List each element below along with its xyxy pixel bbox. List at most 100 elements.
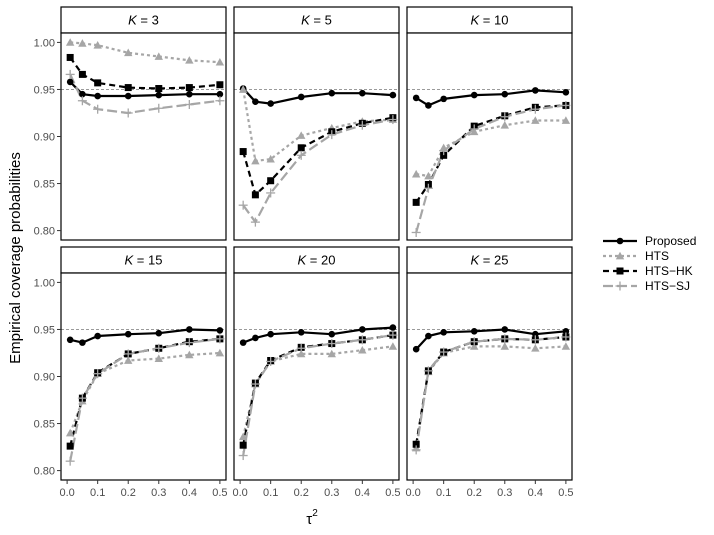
panel-border <box>233 272 400 481</box>
panel-background <box>234 273 399 480</box>
panel-strip <box>60 246 227 274</box>
panel-strip <box>233 6 400 34</box>
x-tick-label: 0.0 <box>405 487 420 499</box>
x-axis-title-group: τ2 <box>306 508 318 528</box>
panel-border <box>406 32 573 241</box>
point-proposed <box>440 95 447 103</box>
x-tick-label: 0.0 <box>232 487 247 499</box>
point-htshk <box>239 148 247 156</box>
point-htshk <box>66 53 74 61</box>
point-hts <box>531 116 540 124</box>
point-htssj <box>500 112 510 122</box>
point-hts <box>500 121 509 129</box>
point-proposed <box>501 90 509 98</box>
point-htssj <box>530 335 540 345</box>
y-tick-label: 0.95 <box>34 84 55 96</box>
point-hts <box>78 39 87 47</box>
point-htssj <box>154 103 164 113</box>
point-hts <box>358 345 367 354</box>
point-hts <box>388 342 398 350</box>
point-htshk <box>239 441 247 449</box>
panel-strip-label: K = 5 <box>301 13 332 28</box>
x-tick-label: 0.5 <box>385 487 400 499</box>
panel-strip-k: K <box>128 13 138 28</box>
point-hts <box>500 342 509 350</box>
panel-background <box>234 33 399 240</box>
point-htssj <box>215 96 225 106</box>
point-htssj <box>296 343 306 353</box>
point-proposed <box>425 332 432 340</box>
point-proposed <box>66 336 74 344</box>
point-htssj <box>238 200 248 210</box>
point-htssj <box>250 217 260 227</box>
point-htshk <box>297 144 305 152</box>
legend-label: Proposed <box>645 234 696 248</box>
point-hts <box>297 349 306 358</box>
panel-strip-k: K <box>301 13 311 28</box>
legend-key-marker <box>615 281 625 291</box>
panel-strip-value: = 15 <box>133 253 162 268</box>
point-proposed <box>359 89 366 97</box>
y-tick-label: 0.80 <box>34 466 55 478</box>
point-htssj <box>411 227 421 237</box>
panel-strip-value: = 10 <box>479 13 508 28</box>
point-proposed <box>252 334 259 342</box>
x-axis-title-superscript: 2 <box>312 508 318 519</box>
point-hts <box>327 349 336 358</box>
legend-key-marker <box>616 267 624 275</box>
panel-2: K = 5 <box>233 6 400 241</box>
point-htssj <box>469 124 479 134</box>
x-tick-label: 0.2 <box>121 487 136 499</box>
point-proposed <box>412 345 420 353</box>
point-hts <box>251 156 260 165</box>
point-htshk <box>412 440 420 448</box>
panel-strip-value: = 25 <box>479 253 508 268</box>
point-hts <box>215 57 225 66</box>
legend-key-marker <box>615 251 625 260</box>
point-htssj <box>123 108 133 118</box>
point-hts <box>561 342 571 350</box>
panel-strip-label: K = 20 <box>298 253 336 268</box>
point-htshk <box>155 85 163 93</box>
point-proposed <box>425 102 432 109</box>
x-tick-label: 0.5 <box>558 487 573 499</box>
legend-label: HTS−HK <box>645 264 693 278</box>
x-tick-label: 0.2 <box>467 487 482 499</box>
panel-strip <box>406 6 573 34</box>
point-htssj <box>423 366 433 376</box>
point-htssj <box>266 356 276 366</box>
point-proposed <box>186 326 193 333</box>
x-tick-label: 0.2 <box>294 487 309 499</box>
point-proposed <box>267 100 274 107</box>
point-proposed <box>532 330 539 338</box>
panel-border <box>233 32 400 241</box>
point-htssj <box>388 115 398 125</box>
point-htssj <box>238 451 248 461</box>
point-htssj <box>439 347 449 357</box>
point-proposed <box>562 328 570 335</box>
point-htssj <box>327 339 337 349</box>
point-htssj <box>250 379 260 389</box>
point-htssj <box>65 456 75 466</box>
point-hts <box>124 356 133 364</box>
point-proposed <box>252 98 259 105</box>
x-tick-label: 0.0 <box>59 487 74 499</box>
point-htshk <box>185 84 193 92</box>
point-proposed <box>94 92 101 100</box>
point-htssj <box>561 100 571 110</box>
panel-strip-k: K <box>471 13 481 28</box>
point-htssj <box>423 183 433 193</box>
y-tick-label: 0.95 <box>34 324 55 336</box>
y-tick-label: 0.80 <box>34 226 55 238</box>
point-proposed <box>186 90 193 98</box>
point-proposed <box>389 91 397 99</box>
point-hts <box>154 52 163 60</box>
point-proposed <box>216 327 224 334</box>
point-htssj <box>77 96 87 106</box>
point-hts <box>65 428 75 437</box>
point-htssj <box>184 100 194 110</box>
point-htssj <box>77 393 87 403</box>
